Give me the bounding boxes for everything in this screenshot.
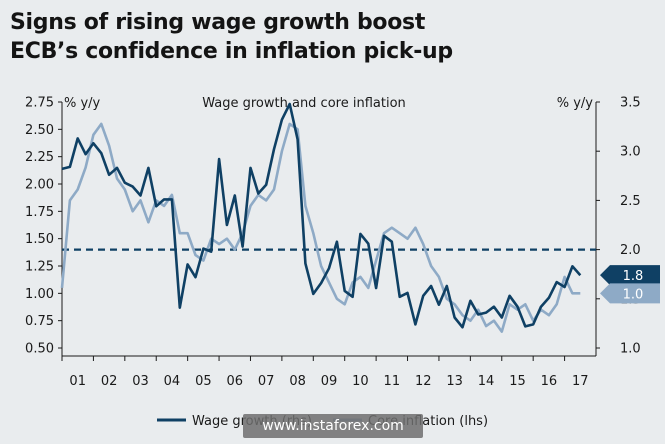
chart-title-block: Signs of rising wage growth boost ECB’s … <box>10 8 650 66</box>
axes-layer: 0.50 0.75 1.00 1.25 1.50 1.75 2.00 2.25 2.50 2.75… <box>25 96 641 390</box>
x-tick-label: 02 <box>101 374 118 389</box>
left-tick-label: 1.50 <box>25 232 54 247</box>
wage-end-flag <box>600 265 660 286</box>
watermark: www.instaforex.com <box>243 414 423 438</box>
chart-title-line2: ECB’s confidence in inflation pick-up <box>10 39 453 64</box>
core-series-line <box>60 122 581 333</box>
left-tick-label: 1.75 <box>25 205 54 220</box>
right-tick-label: 3.0 <box>620 145 641 160</box>
left-unit-label: % y/y <box>64 96 101 111</box>
wage-end-label: 1.8 <box>623 269 644 284</box>
series-layer <box>60 102 596 333</box>
right-unit-label: % y/y <box>557 96 594 111</box>
x-tick-label: 17 <box>572 374 589 389</box>
right-tick-label: 1.0 <box>620 342 641 357</box>
end-flags: 1.81.0 <box>600 265 660 304</box>
left-tick-label: 0.50 <box>25 342 54 357</box>
x-tick-label: 07 <box>258 374 275 389</box>
left-tick-label: 2.25 <box>25 150 54 165</box>
right-tick-label: 2.5 <box>620 194 641 209</box>
left-tick-label: 2.50 <box>25 123 54 138</box>
chart-subtitle: Wage growth and core inflation <box>202 96 406 111</box>
left-tick-label: 0.75 <box>25 314 54 329</box>
core-end-label: 1.0 <box>623 287 644 302</box>
left-tick-label: 2.75 <box>25 96 54 111</box>
x-tick-label: 09 <box>321 374 338 389</box>
wage-series-line <box>61 102 582 329</box>
x-tick-label: 12 <box>415 374 432 389</box>
left-tick-label: 1.00 <box>25 287 54 302</box>
x-tick-label: 01 <box>69 374 86 389</box>
left-tick-label: 1.25 <box>25 260 54 275</box>
chart-title-line1: Signs of rising wage growth boost <box>10 10 426 35</box>
x-tick-label: 08 <box>289 374 306 389</box>
x-tick-label: 14 <box>478 374 495 389</box>
x-tick-label: 06 <box>226 374 243 389</box>
x-tick-label: 05 <box>195 374 212 389</box>
x-tick-label: 04 <box>164 374 181 389</box>
x-tick-label: 11 <box>384 374 401 389</box>
x-tick-label: 10 <box>352 374 369 389</box>
right-tick-label: 3.5 <box>620 96 641 111</box>
right-tick-label: 2.0 <box>620 243 641 258</box>
x-tick-label: 15 <box>509 374 526 389</box>
x-tick-label: 16 <box>541 374 558 389</box>
core-end-flag <box>600 283 660 304</box>
left-tick-label: 2.00 <box>25 178 54 193</box>
x-tick-label: 03 <box>132 374 149 389</box>
x-tick-label: 13 <box>446 374 463 389</box>
